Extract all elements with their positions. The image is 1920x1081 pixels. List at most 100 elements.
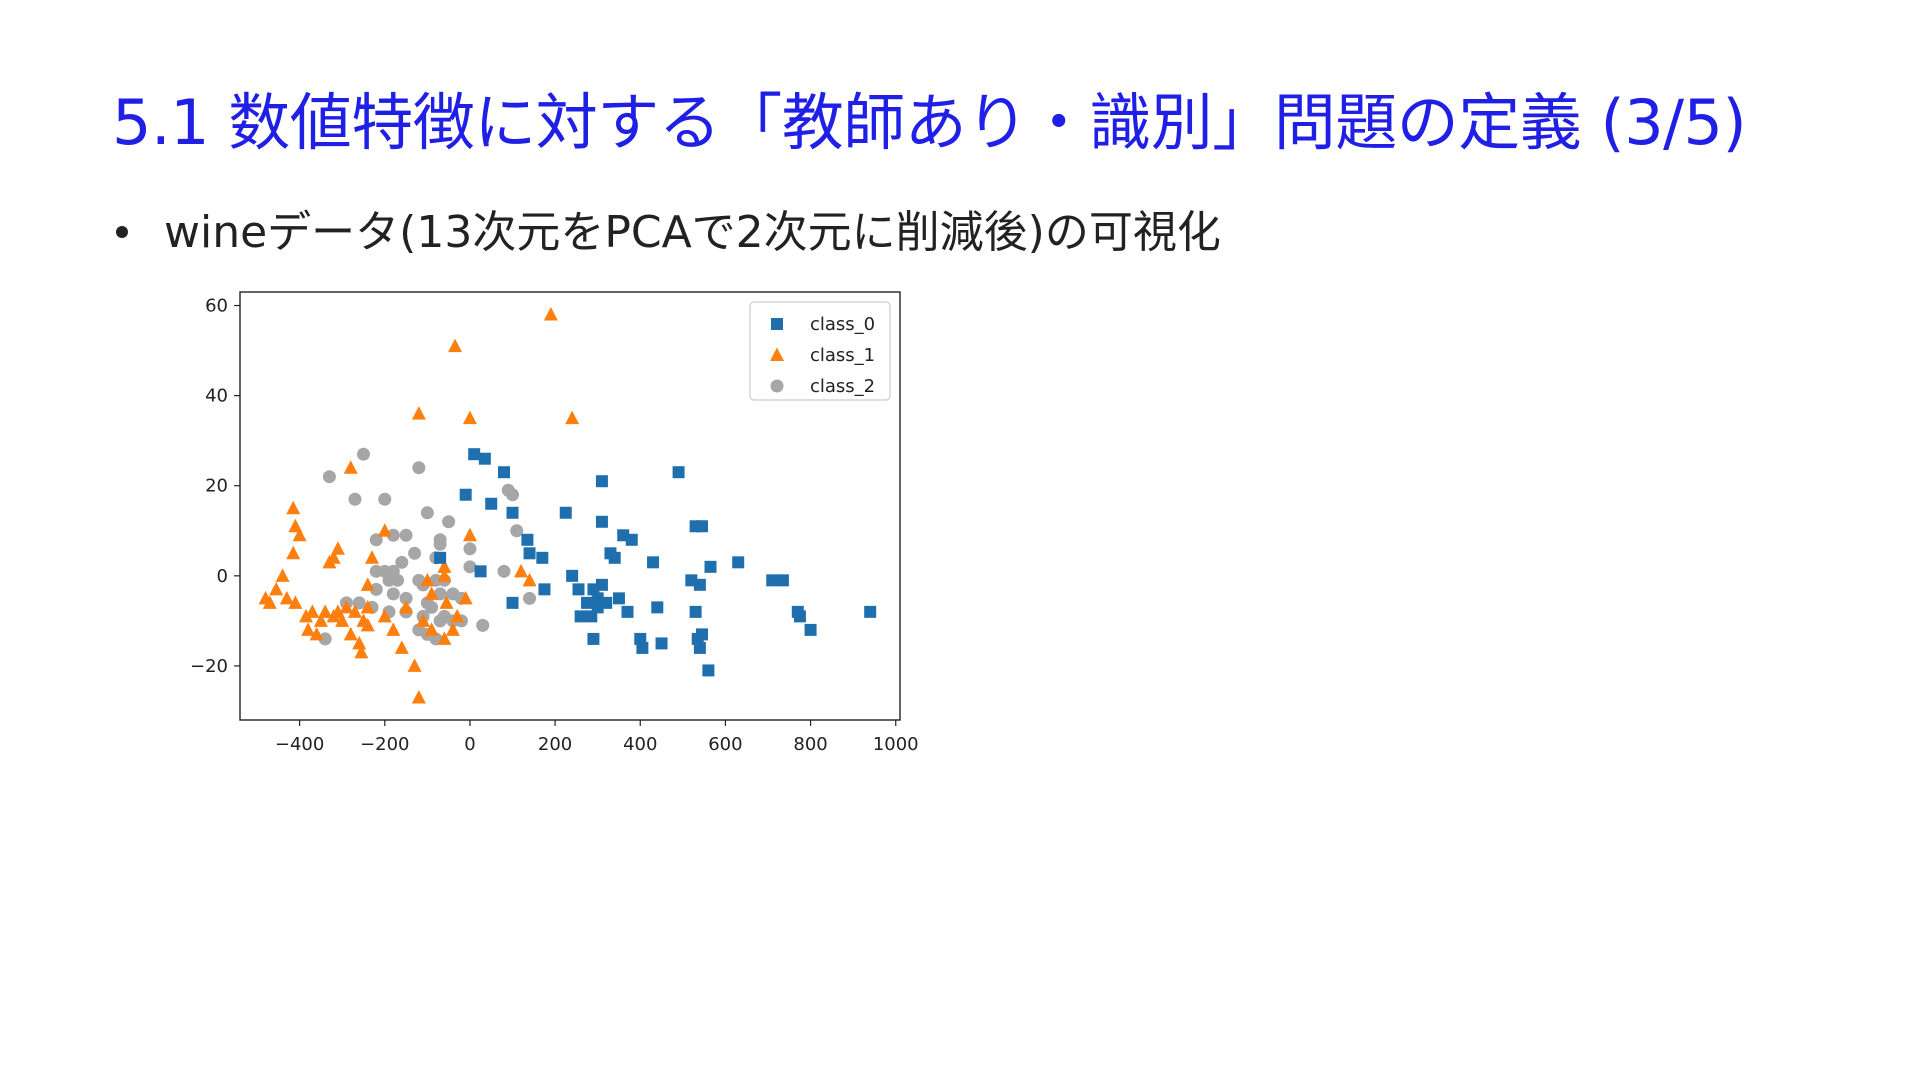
legend-class-2-label: class_2 — [810, 376, 875, 397]
class-2-point — [510, 524, 524, 538]
class-0-point — [574, 610, 587, 623]
class-1-point — [343, 460, 358, 474]
class-1-point — [450, 608, 465, 623]
bullet-dot-icon — [116, 226, 128, 238]
class-1-point — [339, 599, 354, 614]
class-2-point — [433, 537, 447, 551]
class-0-point — [538, 583, 551, 596]
class-1-point — [318, 604, 333, 618]
class-1-point — [437, 631, 452, 645]
class-0-point — [766, 574, 779, 587]
class-0-point — [655, 637, 668, 650]
class-0-point — [595, 515, 608, 528]
class-0-point — [612, 592, 625, 605]
class-0-point — [478, 452, 491, 465]
class-2-point — [523, 591, 537, 605]
class-0-point — [696, 520, 708, 533]
class-2-point — [497, 564, 511, 578]
class-2-point — [378, 492, 392, 506]
class-0-point — [693, 641, 706, 654]
slide-title: 5.1 数値特徴に対する「教師あり・識別」問題の定義 (3/5) — [112, 86, 1747, 159]
x-tick-label: −400 — [275, 734, 324, 755]
class-1-point — [458, 590, 473, 605]
class-2-point — [348, 492, 362, 506]
class-1-point — [424, 622, 439, 636]
class-2-point — [386, 528, 400, 542]
class-0-point — [696, 628, 708, 641]
class-2-point — [463, 560, 477, 574]
class-1-point — [288, 518, 303, 533]
x-tick-label: −200 — [360, 734, 409, 755]
class-1-point — [288, 595, 303, 609]
class-1-point — [399, 599, 414, 614]
class-1-point — [377, 608, 392, 623]
legend-class-2-marker — [770, 379, 784, 393]
class-1-point — [439, 595, 454, 609]
class-1-point — [347, 604, 362, 618]
class-0-point — [474, 565, 487, 578]
class-2-point — [399, 591, 413, 605]
class-2-point — [425, 600, 439, 614]
x-tick-label: 0 — [464, 734, 475, 755]
class-1-point — [258, 590, 273, 605]
class-2-point — [322, 470, 336, 484]
x-tick-label: 600 — [708, 734, 742, 755]
class-1-point — [420, 572, 435, 587]
class-0-point — [732, 556, 745, 569]
class-0-point — [559, 506, 572, 519]
class-0-point — [600, 596, 613, 609]
class-1-point — [360, 617, 375, 632]
class-1-point — [352, 635, 367, 650]
class-1-point — [354, 644, 369, 659]
bullet-text: wineデータ(13次元をPCAで2次元に削減後)の可視化 — [164, 207, 1221, 258]
y-tick-label: 60 — [205, 296, 228, 317]
class-0-point — [595, 578, 608, 591]
x-tick-label: 800 — [793, 734, 827, 755]
class-1-point — [543, 307, 558, 321]
x-tick-label: 400 — [623, 734, 657, 755]
class-1-point — [437, 568, 452, 582]
class-0-point — [498, 466, 510, 479]
class-2-point — [369, 582, 383, 596]
class-0-point — [702, 664, 715, 677]
class-0-point — [704, 560, 717, 573]
class-1-point — [279, 590, 294, 605]
class-1-point — [286, 500, 301, 515]
class-1-point — [445, 622, 460, 636]
class-1-point — [360, 599, 375, 614]
class-1-point — [343, 626, 358, 641]
class-0-point — [625, 533, 638, 546]
class-2-point — [386, 587, 400, 601]
class-0-point — [506, 506, 519, 519]
class-0-point — [793, 610, 806, 623]
class-1-point — [301, 622, 316, 636]
bullet-item: wineデータ(13次元をPCAで2次元に削減後)の可視化 — [116, 196, 1221, 260]
class-1-point — [514, 563, 529, 578]
x-tick-label: 200 — [538, 734, 572, 755]
class-1-point — [326, 550, 341, 564]
class-1-point — [411, 406, 426, 420]
class-1-point — [292, 527, 307, 542]
class-1-point — [269, 581, 284, 596]
class-0-point — [434, 551, 447, 564]
legend-class-0-marker — [771, 318, 783, 330]
class-2-point — [442, 515, 456, 529]
class-1-point — [565, 410, 580, 425]
class-2-point — [463, 542, 477, 556]
class-2-point — [356, 447, 370, 461]
class-0-point — [608, 551, 621, 564]
class-1-point — [313, 613, 328, 627]
class-0-point — [804, 623, 817, 636]
y-tick-label: 40 — [205, 386, 228, 407]
class-0-point — [634, 632, 647, 645]
class-1-point — [377, 523, 392, 537]
class-1-point — [407, 658, 422, 672]
class-0-point — [485, 497, 498, 510]
class-2-point — [420, 506, 434, 520]
class-1-point — [365, 550, 379, 564]
class-0-point — [459, 488, 472, 501]
class-2-point — [318, 632, 332, 646]
class-1-point — [462, 410, 477, 425]
class-0-point — [647, 556, 660, 569]
